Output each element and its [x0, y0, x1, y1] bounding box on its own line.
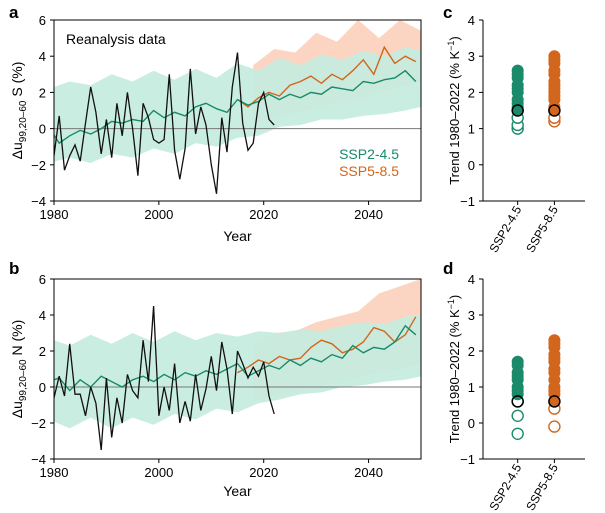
x-tick-label: 2000: [144, 207, 173, 222]
x-tick-label-ssp2-4.5: SSP2-4.5: [486, 203, 524, 255]
y-tick-label: 2: [468, 85, 475, 100]
y-tick-label: 6: [39, 272, 46, 287]
x-tick-label: 2040: [354, 465, 383, 480]
legend-ssp2-4.5: SSP2-4.5: [339, 146, 399, 162]
filled-circle-marker: [548, 334, 561, 347]
y-tick-label: −2: [31, 158, 46, 173]
reanalysis-line: [54, 52, 275, 194]
x-tick-label: 2020: [249, 465, 278, 480]
y-axis-label: Δu99,20–60 N (%): [9, 320, 29, 419]
ssp585-mean-line: [237, 45, 417, 108]
reanalysis-marker: [548, 395, 561, 408]
x-tick-label: 2040: [354, 207, 383, 222]
y-tick-label: 3: [468, 49, 475, 64]
reanalysis-marker: [511, 395, 524, 408]
x-axis-label: Year: [223, 228, 252, 244]
open-circle-marker: [548, 420, 561, 433]
x-axis-label: Year: [223, 483, 252, 499]
y-tick-label: 0: [39, 122, 46, 137]
panel-letter-b: b: [9, 259, 19, 278]
x-tick-label-ssp5-8.5: SSP5-8.5: [523, 461, 561, 513]
y-tick-label: 4: [468, 272, 475, 287]
reanalysis-line: [54, 305, 275, 451]
y-tick-label: 2: [39, 344, 46, 359]
y-tick-label: 0: [468, 416, 475, 431]
y-tick-label: 1: [468, 380, 475, 395]
plot-area: [54, 20, 421, 194]
y-tick-label: 0: [468, 158, 475, 173]
y-tick-label: −4: [31, 452, 46, 467]
panel-b: b −4 −2 0 2 4 6 1980 2000 2020 2040 Year Δu99,20–60 …: [9, 259, 422, 499]
y-tick-label: 2: [468, 344, 475, 359]
x-tick-label: 1980: [40, 207, 69, 222]
legend-ssp5-8.5: SSP5-8.5: [339, 163, 399, 179]
filled-circle-marker: [548, 50, 561, 63]
filled-circle-marker: [511, 355, 524, 368]
y-tick-label: 0: [39, 380, 46, 395]
panel-a: a −4 −2 0 2 4 6 1980 2000 2020 2040 Year Δu99,20–60 …: [9, 3, 422, 244]
reanalysis-marker: [548, 104, 561, 117]
panel-letter-a: a: [9, 3, 19, 22]
x-tick-label: 2000: [144, 465, 173, 480]
panel-letter-c: c: [443, 3, 452, 22]
y-tick-label: −1: [460, 452, 475, 467]
y-tick-label: −2: [31, 416, 46, 431]
open-circle-marker: [511, 409, 524, 422]
annotation-reanalysis-data: Reanalysis data: [66, 31, 166, 47]
x-tick-label-ssp2-4.5: SSP2-4.5: [486, 461, 524, 513]
y-axis-label: Δu99,20–60 S (%): [9, 62, 29, 160]
x-tick-label: 2020: [249, 207, 278, 222]
plot-area: [54, 279, 421, 451]
panel-letter-d: d: [443, 259, 453, 278]
plot-frame: [53, 278, 422, 460]
y-tick-label: 2: [39, 85, 46, 100]
y-tick-label: −4: [31, 194, 46, 209]
ssp245-mean-line: [54, 69, 417, 145]
y-tick-label: 4: [39, 49, 46, 64]
y-tick-label: 1: [468, 122, 475, 137]
y-tick-label: 3: [468, 308, 475, 323]
ssp245-mean-line: [54, 324, 417, 392]
y-tick-label: 6: [39, 13, 46, 28]
y-tick-label: 4: [39, 308, 46, 323]
y-tick-label: 4: [468, 13, 475, 28]
reanalysis-marker: [511, 104, 524, 117]
filled-circle-marker: [511, 64, 524, 77]
open-circle-marker: [511, 427, 524, 440]
x-tick-label: 1980: [40, 465, 69, 480]
x-tick-label-ssp5-8.5: SSP5-8.5: [523, 203, 561, 255]
y-tick-label: −1: [460, 194, 475, 209]
plot-frame: [53, 19, 422, 202]
y-axis-label: Trend 1980–2022 (% K−1): [446, 36, 462, 185]
ssp585-mean-line: [237, 316, 417, 374]
y-axis-label: Trend 1980–2022 (% K−1): [446, 295, 462, 444]
